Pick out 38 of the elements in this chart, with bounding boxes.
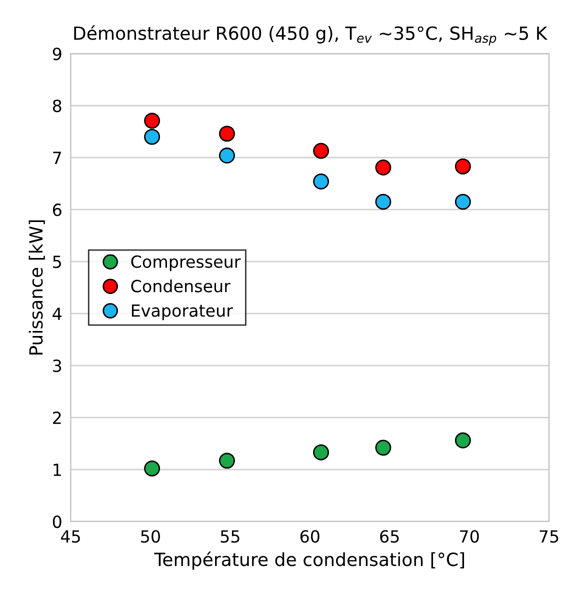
x-tick-label: 50 [141, 530, 160, 543]
point [313, 174, 330, 190]
legend-label: Condenseur [131, 280, 230, 292]
legend-label: Compresseur [131, 255, 241, 272]
point [375, 440, 392, 456]
y-tick-label: 5 [53, 256, 61, 268]
y-tick-label: 4 [52, 308, 62, 320]
y-tick-label: 2 [53, 411, 61, 424]
point [313, 444, 330, 460]
x-tick-label: 70 [460, 530, 479, 543]
chart-title: Démonstrateur R600 (450 g), T$_{ev}$ ~35°C, SH$_{asp}$ ~5 K [74, 25, 548, 46]
x-tick-label: 75 [540, 530, 558, 543]
point [375, 160, 392, 176]
y-tick-label: 7 [53, 152, 61, 164]
point [219, 148, 235, 164]
x-tick-label: 55 [220, 530, 240, 543]
y-tick-label: 3 [53, 360, 62, 372]
y-axis-title: Puissance [kW] [28, 220, 45, 355]
y-tick-label: 8 [52, 100, 62, 112]
y-tick-label: 6 [52, 204, 62, 216]
x-tick-label: 65 [380, 530, 399, 543]
point [219, 452, 235, 469]
point [144, 128, 160, 145]
point [454, 194, 471, 210]
point [219, 126, 235, 142]
point [454, 432, 471, 448]
point [375, 194, 392, 210]
y-tick-label: 0 [52, 515, 62, 528]
point [454, 158, 471, 174]
y-tick-label: 9 [52, 48, 62, 60]
x-axis-title: Température de condensation [°C] [154, 552, 464, 570]
x-tick-label: 60 [300, 530, 320, 543]
x-tick-label: 45 [60, 530, 80, 543]
y-tick-label: 1 [54, 464, 61, 476]
legend-label: Evaporateur [132, 304, 233, 320]
point [144, 112, 160, 129]
point [313, 142, 330, 159]
point [144, 460, 160, 476]
